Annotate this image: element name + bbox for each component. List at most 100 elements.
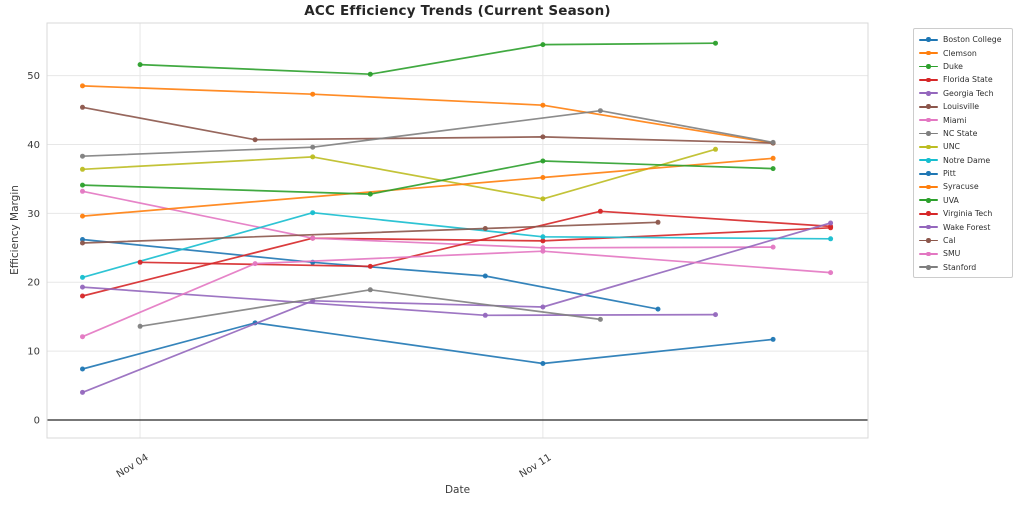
data-point bbox=[310, 91, 316, 97]
legend-line-sample bbox=[919, 104, 938, 109]
legend-item-stanford: Stanford bbox=[919, 261, 1007, 274]
legend-item-nc-state: NC State bbox=[919, 127, 1007, 140]
legend-item-virginia-tech: Virginia Tech bbox=[919, 207, 1007, 220]
data-point bbox=[713, 40, 718, 46]
series-line-clemson bbox=[82, 85, 774, 144]
data-point bbox=[713, 312, 718, 318]
legend-label: Pitt bbox=[943, 169, 956, 179]
x-axis-title: Date bbox=[444, 484, 471, 496]
data-point bbox=[540, 248, 546, 254]
data-point bbox=[80, 182, 85, 188]
data-point bbox=[310, 154, 316, 160]
legend-line-sample bbox=[919, 117, 938, 123]
legend-label: Stanford bbox=[943, 262, 977, 272]
legend-marker-dot bbox=[926, 131, 931, 136]
legend-line-sample bbox=[919, 224, 938, 230]
legend-line-sample bbox=[919, 198, 938, 203]
legend-item-unc: UNC bbox=[919, 140, 1007, 153]
legend-item-clemson: Clemson bbox=[919, 46, 1007, 59]
data-point bbox=[252, 261, 258, 267]
chart-title: ACC Efficiency Trends (Current Season) bbox=[304, 3, 611, 19]
legend-item-notre-dame: Notre Dame bbox=[919, 154, 1007, 167]
legend-label: Wake Forest bbox=[943, 222, 991, 232]
data-point bbox=[80, 284, 85, 290]
legend-marker-dot bbox=[926, 198, 931, 203]
legend-label: UNC bbox=[943, 142, 960, 152]
data-point bbox=[80, 237, 85, 242]
data-point bbox=[137, 323, 143, 329]
data-point bbox=[540, 158, 546, 164]
legend-item-wake-forest: Wake Forest bbox=[919, 220, 1007, 233]
x-tick-label: Nov 04 bbox=[115, 452, 151, 480]
data-point bbox=[540, 196, 546, 202]
y-tick-label: 30 bbox=[27, 209, 40, 220]
data-point bbox=[80, 293, 85, 299]
legend-line-sample bbox=[919, 37, 938, 42]
data-point bbox=[367, 263, 373, 269]
data-point bbox=[770, 155, 776, 161]
data-point bbox=[828, 220, 834, 226]
legend-line-sample bbox=[919, 157, 938, 163]
data-point bbox=[770, 166, 776, 172]
data-point bbox=[80, 389, 85, 395]
legend-line-sample bbox=[919, 184, 938, 190]
legend-line-sample bbox=[919, 90, 938, 96]
legend-line-sample bbox=[919, 144, 938, 150]
legend-marker-dot bbox=[926, 117, 931, 123]
data-point bbox=[540, 304, 546, 310]
legend-marker-dot bbox=[926, 104, 931, 109]
data-point bbox=[367, 191, 373, 197]
legend-line-sample bbox=[919, 211, 938, 217]
legend-line-sample bbox=[919, 50, 938, 56]
legend-label: Clemson bbox=[943, 48, 977, 58]
data-point bbox=[713, 146, 718, 152]
data-point bbox=[482, 273, 488, 279]
data-point bbox=[137, 259, 143, 265]
series-line-pitt bbox=[82, 322, 774, 370]
legend-label: Virginia Tech bbox=[943, 209, 993, 219]
data-point bbox=[80, 153, 85, 159]
data-point bbox=[367, 287, 373, 293]
data-point bbox=[597, 316, 603, 322]
legend-item-florida-state: Florida State bbox=[919, 73, 1007, 86]
series-line-syracuse bbox=[82, 157, 774, 217]
y-tick-label: 10 bbox=[27, 347, 40, 358]
data-point bbox=[80, 166, 85, 172]
series-line-boston-college bbox=[82, 238, 659, 310]
legend-item-duke: Duke bbox=[919, 60, 1007, 73]
series-line-louisville bbox=[82, 106, 774, 144]
legend-label: Georgia Tech bbox=[943, 88, 994, 98]
legend-label: Boston College bbox=[943, 35, 1002, 45]
legend-marker-dot bbox=[926, 50, 931, 56]
data-point bbox=[540, 134, 546, 140]
legend-item-smu: SMU bbox=[919, 247, 1007, 260]
data-point bbox=[80, 213, 85, 219]
data-point bbox=[252, 137, 258, 143]
y-tick-label: 40 bbox=[27, 140, 40, 151]
series-line-wake-forest bbox=[82, 222, 831, 394]
y-tick-label: 20 bbox=[27, 278, 40, 289]
legend-item-georgia-tech: Georgia Tech bbox=[919, 87, 1007, 100]
data-point bbox=[540, 238, 546, 244]
legend-item-miami: Miami bbox=[919, 113, 1007, 126]
data-point bbox=[80, 83, 85, 89]
data-point bbox=[655, 306, 661, 312]
legend-marker-dot bbox=[926, 64, 931, 69]
series-line-unc bbox=[82, 148, 716, 200]
data-point bbox=[770, 139, 776, 145]
data-point bbox=[540, 42, 546, 48]
data-point bbox=[655, 219, 661, 225]
legend-line-sample bbox=[919, 265, 938, 270]
legend-label: Cal bbox=[943, 236, 956, 246]
legend: Boston College Clemson Duke Florida State Ge… bbox=[913, 28, 1013, 279]
legend-marker-dot bbox=[926, 144, 931, 150]
data-point bbox=[828, 236, 834, 242]
legend-label: Louisville bbox=[943, 102, 980, 112]
legend-marker-dot bbox=[926, 37, 931, 42]
series-line-duke bbox=[140, 42, 716, 76]
data-point bbox=[80, 274, 85, 280]
legend-marker-dot bbox=[926, 90, 931, 96]
legend-label: Florida State bbox=[943, 75, 993, 85]
data-point bbox=[310, 144, 316, 150]
